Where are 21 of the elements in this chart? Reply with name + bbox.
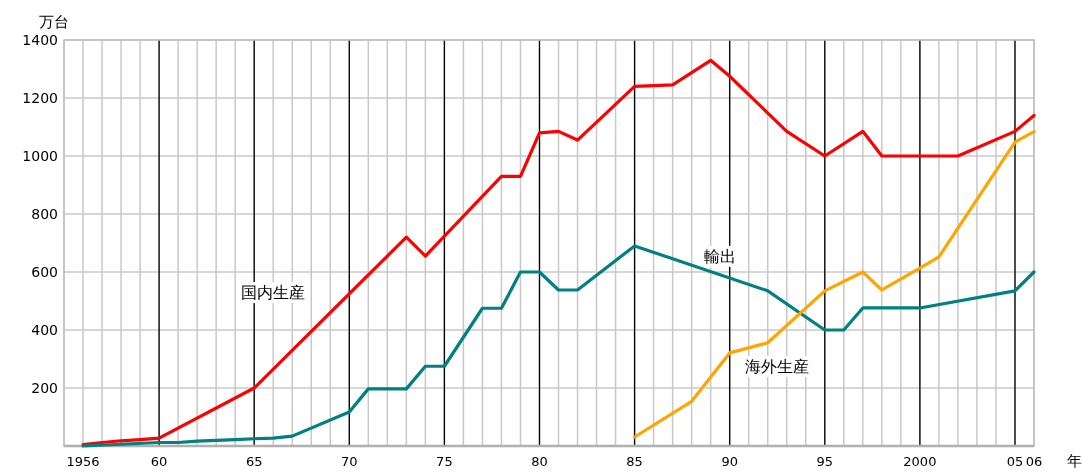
x-tick-label: 80 (531, 454, 548, 469)
x-tick-label: 60 (150, 454, 168, 469)
x-tick-label: 1956 (66, 454, 100, 469)
x-tick-label: 65 (245, 454, 263, 469)
y-tick-label: 400 (31, 322, 58, 338)
x-tick-label: 70 (341, 454, 358, 469)
y-tick-label: 600 (31, 264, 58, 280)
x-tick-label: 2000 (903, 454, 937, 469)
y-tick-label: 200 (31, 380, 58, 396)
x-tick-label: 85 (626, 454, 643, 469)
y-tick-label: 800 (31, 206, 58, 222)
y-axis-title: 万台 (39, 13, 69, 31)
x-axis-title: 年 (1066, 452, 1082, 470)
x-tick-label: 06 (1025, 454, 1043, 469)
x-tick-label: 90 (721, 454, 738, 469)
y-tick-label: 1400 (22, 32, 58, 48)
x-tick-label: 75 (436, 454, 453, 469)
y-tick-label: 1000 (22, 148, 58, 164)
x-tick-label: 95 (816, 454, 834, 469)
y-tick-label: 1200 (22, 90, 58, 106)
x-tick-label: 05 (1006, 454, 1024, 469)
